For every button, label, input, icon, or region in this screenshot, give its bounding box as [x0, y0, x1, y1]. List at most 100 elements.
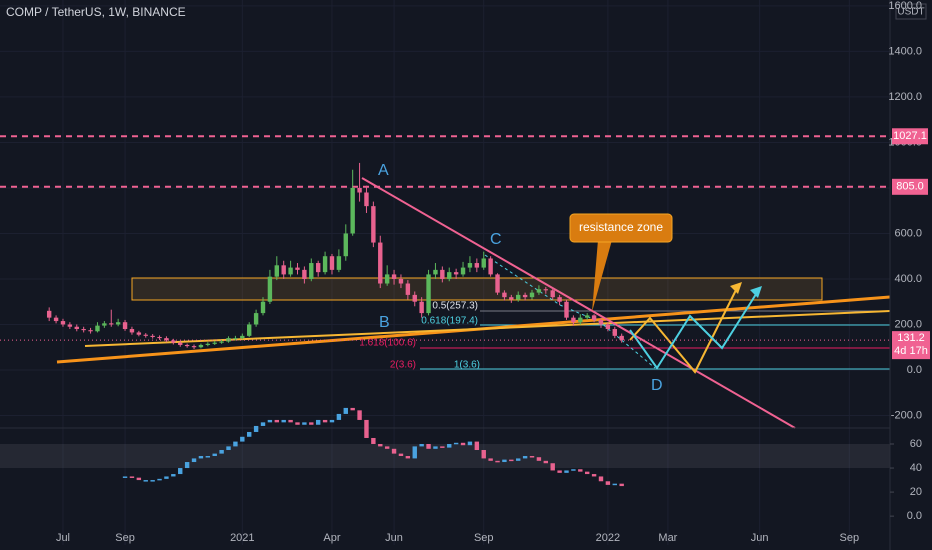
rsi-bar [122, 476, 128, 478]
candle-body [612, 329, 617, 336]
rsi-bar [509, 459, 514, 462]
wave-label: A [378, 162, 389, 179]
rsi-bar [378, 443, 383, 447]
trend-line [361, 177, 796, 429]
rsi-bar [357, 410, 362, 420]
candle-body [391, 274, 397, 279]
rsi-bar [171, 474, 176, 477]
candle-body [550, 290, 555, 298]
x-tick-label: Jun [751, 532, 769, 544]
candle-body [557, 297, 562, 302]
rsi-bar [488, 458, 493, 461]
rsi-bar [336, 413, 342, 420]
candle-body [88, 330, 93, 332]
rsi-bar [433, 446, 438, 449]
candle-body [605, 324, 611, 330]
rsi-bar [315, 419, 321, 425]
countdown: 4d 17h [894, 345, 928, 357]
rsi-bar [584, 471, 590, 475]
x-tick-label: Jun [385, 532, 403, 544]
candle-body [453, 272, 459, 275]
rsi-bar [136, 477, 142, 481]
rsi-bar [184, 462, 190, 469]
candle-body [295, 267, 300, 270]
level-label: 1027.1 [893, 130, 927, 142]
x-tick-label: Apr [323, 532, 340, 544]
fib-label: 0.618(197.4) [421, 316, 478, 327]
candle-body [53, 317, 59, 322]
candle-body [309, 263, 314, 279]
rsi-bar [226, 446, 231, 451]
rsi-bar [212, 453, 217, 457]
callout-pointer [592, 240, 612, 312]
candle-body [474, 263, 480, 268]
rsi-bar [219, 450, 224, 454]
rsi-bar [474, 441, 480, 451]
rsi-bar [191, 458, 197, 463]
y-tick-label: 600.0 [894, 227, 922, 239]
candle-body [378, 242, 383, 284]
rsi-bar [398, 453, 404, 457]
chart-title: COMP / TetherUS, 1W, BINANCE [6, 5, 186, 19]
candle-body [343, 233, 348, 257]
level-box [892, 128, 928, 145]
candle-body [509, 297, 514, 300]
rsi-bar [309, 422, 314, 425]
candle-body [136, 332, 142, 335]
candle-body [219, 341, 224, 343]
rsi-bar [205, 456, 211, 458]
candle-body [357, 187, 362, 193]
rsi-bar [164, 476, 169, 479]
x-tick-label: 2022 [596, 532, 620, 544]
level-box [892, 178, 928, 195]
rsi-bar [198, 456, 204, 459]
rsi-bar [143, 480, 148, 482]
candle-body [522, 294, 528, 298]
rsi-bar [274, 419, 280, 423]
rsi-bar [384, 446, 390, 449]
rsi-bar [550, 463, 555, 471]
candle-body [495, 274, 500, 293]
candle-body [412, 294, 417, 302]
candle-body [371, 206, 376, 243]
rsi-bar [322, 419, 328, 423]
candle-body [398, 278, 404, 284]
zone-box [131, 277, 823, 301]
arrow-head [750, 286, 762, 298]
candle-body [178, 342, 183, 345]
candle-body [516, 294, 521, 300]
candle-body [247, 324, 252, 336]
candle-body [115, 322, 121, 325]
wave-label: D [651, 377, 663, 394]
rsi-bar [247, 431, 252, 437]
candle-body [405, 283, 411, 295]
arrow-head [730, 282, 742, 294]
rsi-bar [405, 456, 411, 459]
rsi-bar [571, 469, 576, 471]
candle-body [502, 292, 507, 298]
x-tick-label: Sep [115, 532, 135, 544]
currency: USDT [897, 7, 924, 18]
candle-body [543, 289, 549, 291]
rsi-bar [578, 469, 583, 472]
x-tick-label: Sep [840, 532, 860, 544]
candle-body [591, 315, 597, 320]
candle-body [322, 256, 328, 273]
rsi-bar [343, 407, 348, 414]
candle-body [315, 263, 321, 273]
wave-label: B [379, 314, 390, 331]
candle-body [81, 329, 86, 331]
rsi-bar [302, 422, 307, 425]
rsi-bar [178, 468, 183, 475]
candle-body [233, 338, 238, 340]
candle-body [253, 313, 259, 325]
rsi-bar [288, 419, 293, 423]
rsi-bar [150, 480, 155, 482]
fib-label: 0.5(257.3) [432, 301, 478, 312]
candle-body [109, 323, 114, 325]
projection [629, 290, 759, 370]
rsi-bar [522, 456, 528, 459]
rsi-bar [536, 457, 542, 461]
fib-label: 1.618(100.6) [359, 338, 416, 349]
rsi-bar [233, 441, 238, 447]
